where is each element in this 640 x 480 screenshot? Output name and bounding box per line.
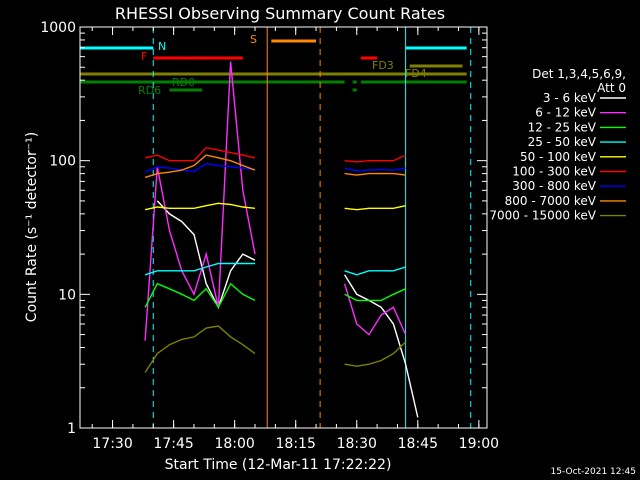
series-line	[144, 154, 406, 179]
x-tick-label: 18:30	[337, 436, 377, 452]
series-line	[144, 282, 406, 309]
legend-entry-label: 25 - 50 keV	[528, 135, 597, 149]
legend-entry-label: 12 - 25 keV	[528, 120, 597, 134]
series-line	[144, 146, 406, 163]
series-line	[144, 61, 407, 341]
legend-entry-label: 6 - 12 keV	[535, 106, 597, 120]
x-tick-label: 18:45	[398, 436, 438, 452]
series-line	[144, 262, 406, 276]
x-tick-label: 18:15	[276, 436, 316, 452]
legend-title: Att 0	[597, 81, 626, 95]
series-line	[144, 162, 406, 173]
legend-entry-label: 800 - 7000 keV	[505, 194, 597, 208]
y-tick-label: 1	[67, 421, 76, 437]
flag-label: RD0	[172, 76, 195, 89]
y-tick-label: 1000	[40, 20, 76, 36]
series-line	[144, 202, 406, 211]
flag-label: FD3	[372, 59, 394, 72]
series-line	[144, 325, 407, 373]
flag-label: S	[250, 33, 257, 46]
series-line	[156, 200, 419, 418]
legend-entry-label: 300 - 800 keV	[512, 179, 596, 193]
flag-label: F	[141, 50, 147, 63]
legend-entry-label: 50 - 100 keV	[520, 150, 597, 164]
legend-entry-label: 3 - 6 keV	[543, 91, 597, 105]
x-axis-label: Start Time (12-Mar-11 17:22:22)	[165, 457, 392, 473]
legend-entry-label: 7000 - 15000 keV	[489, 209, 596, 223]
flag-label: FD4	[405, 67, 427, 80]
timestamp: 15-Oct-2021 12:45	[551, 467, 636, 477]
y-axis-label: Count Rate (s⁻¹ detector⁻¹)	[24, 132, 40, 322]
y-tick-label: 100	[49, 154, 76, 170]
legend-title: Det 1,3,4,5,6,9,	[532, 67, 626, 81]
flag-label: RD6	[138, 84, 161, 97]
y-tick-label: 10	[58, 287, 76, 303]
x-tick-label: 19:00	[459, 436, 499, 452]
x-tick-label: 17:30	[92, 436, 132, 452]
x-tick-label: 18:00	[214, 436, 254, 452]
x-tick-label: 17:45	[153, 436, 193, 452]
legend-entry-label: 100 - 300 keV	[512, 165, 596, 179]
plot-frame	[79, 26, 488, 429]
chart-title: RHESSI Observing Summary Count Rates	[115, 4, 445, 23]
flag-label: N	[158, 40, 166, 53]
